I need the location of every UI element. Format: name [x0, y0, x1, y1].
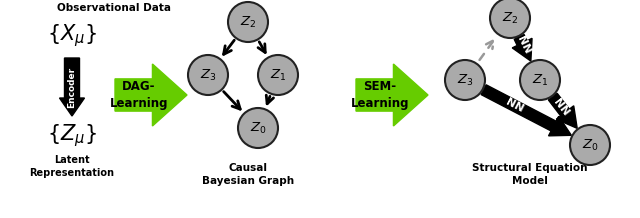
Text: $\{Z_{\mu}\}$: $\{Z_{\mu}\}$	[47, 122, 97, 149]
Polygon shape	[356, 64, 428, 126]
Text: $Z_{0}$: $Z_{0}$	[250, 121, 266, 136]
Text: SEM-
Learning: SEM- Learning	[351, 80, 409, 109]
FancyArrow shape	[548, 93, 577, 128]
Text: NN: NN	[515, 35, 532, 56]
Text: NN: NN	[504, 97, 525, 115]
Text: $Z_{0}$: $Z_{0}$	[582, 138, 598, 153]
Polygon shape	[115, 64, 187, 126]
Circle shape	[188, 55, 228, 95]
Text: $Z_{2}$: $Z_{2}$	[240, 14, 256, 30]
Text: $Z_{2}$: $Z_{2}$	[502, 10, 518, 26]
Text: $Z_{3}$: $Z_{3}$	[457, 72, 473, 88]
Circle shape	[520, 60, 560, 100]
Circle shape	[258, 55, 298, 95]
FancyArrow shape	[512, 34, 532, 61]
FancyArrow shape	[481, 85, 572, 136]
Circle shape	[238, 108, 278, 148]
Text: Observational Data: Observational Data	[57, 3, 171, 13]
Text: $Z_{1}$: $Z_{1}$	[270, 67, 286, 83]
Text: Encoder: Encoder	[67, 66, 77, 107]
Circle shape	[445, 60, 485, 100]
FancyArrow shape	[60, 58, 84, 116]
Text: NN: NN	[552, 97, 571, 118]
Circle shape	[490, 0, 530, 38]
Circle shape	[228, 2, 268, 42]
Text: Causal
Bayesian Graph: Causal Bayesian Graph	[202, 163, 294, 186]
Text: $Z_{1}$: $Z_{1}$	[532, 72, 548, 88]
Text: Latent
Representation: Latent Representation	[29, 155, 115, 178]
Text: Structural Equation
Model: Structural Equation Model	[472, 163, 588, 186]
Text: $Z_{3}$: $Z_{3}$	[200, 67, 216, 83]
Text: $\{X_{\mu}\}$: $\{X_{\mu}\}$	[47, 22, 97, 49]
Circle shape	[570, 125, 610, 165]
Text: DAG-
Learning: DAG- Learning	[109, 80, 168, 109]
